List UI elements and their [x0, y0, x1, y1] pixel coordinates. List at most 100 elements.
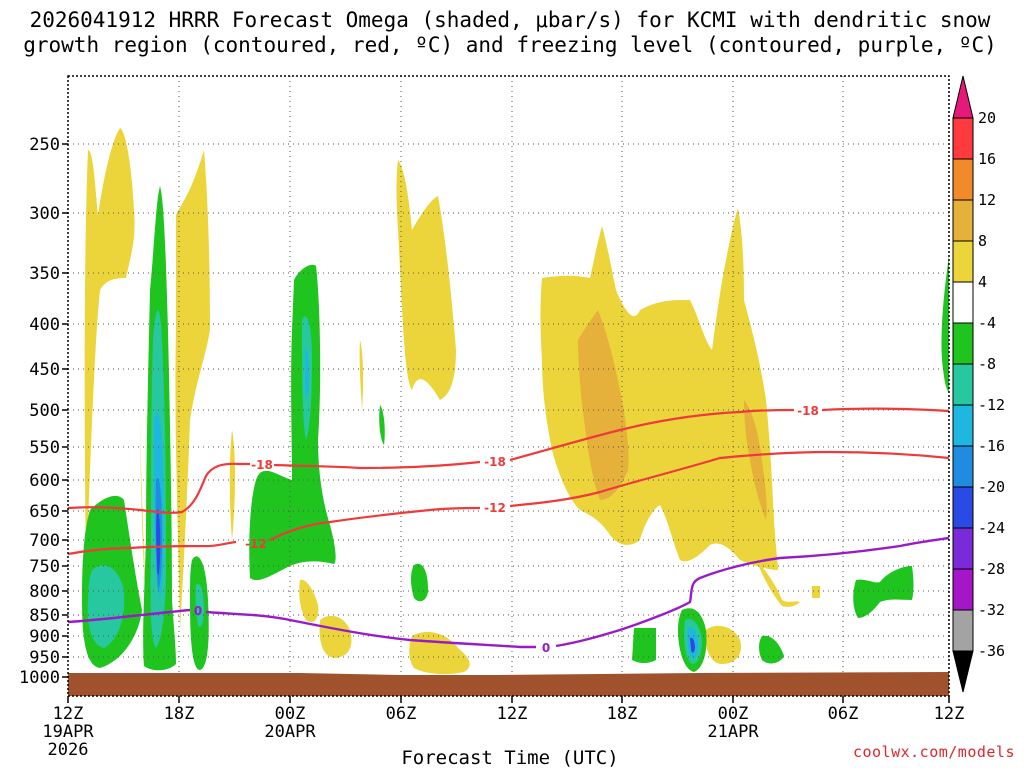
x-tick-sublabel: 19APR [42, 722, 94, 742]
x-tick-label: 18Z [164, 704, 195, 724]
contour-label-box [795, 404, 821, 417]
y-tick-label: 950 [29, 648, 60, 668]
omega-sinking-area [379, 405, 385, 445]
contour-label-box [538, 641, 554, 654]
omega-sinking-area [941, 256, 949, 392]
chart-title-line-1: 2026041912 HRRR Forecast Omega (shaded, … [30, 8, 991, 32]
x-tick-sublabel: 2026 [48, 740, 89, 760]
terrain-strip [68, 672, 949, 696]
colorbar-swatch [952, 281, 974, 324]
colorbar-swatch [952, 404, 974, 447]
colorbar-label: -20 [978, 478, 1005, 496]
chart-title-line-2: growth region (contoured, red, ºC) and f… [23, 33, 997, 57]
x-ticks [67, 696, 950, 703]
contour-labels: -18 -18 -18 -12 -12 0 0 [194, 404, 821, 655]
omega-rising-area [359, 340, 364, 410]
omega-rising-area [229, 430, 235, 540]
omega-sinking-area [195, 583, 204, 627]
omega-sinking-area [853, 566, 914, 618]
y-tick-label: 400 [29, 315, 60, 335]
y-tick-label: 800 [29, 582, 60, 602]
colorbar-swatch [952, 199, 974, 242]
colorbar-swatch [952, 322, 974, 365]
contour-minus-12 [67, 450, 950, 556]
contour-label-box [250, 458, 274, 471]
contour-label-minus-12: -12 [245, 537, 267, 551]
x-tick-label: 18Z [607, 704, 638, 724]
x-tick-label: 00Z [275, 704, 306, 724]
omega-rising-area [744, 400, 767, 520]
x-tick-label: 12Z [934, 704, 965, 724]
contour-label-minus-18: -18 [484, 455, 506, 469]
y-tick-label: 750 [29, 557, 60, 577]
x-tick-label: 12Z [497, 704, 528, 724]
colorbar-swatch [952, 609, 974, 652]
y-tick-label: 500 [29, 401, 60, 421]
colorbar-swatch [952, 445, 974, 488]
contour-minus-18 [67, 407, 950, 514]
colorbar-label: -8 [978, 355, 996, 373]
colorbar-swatch [952, 527, 974, 570]
colorbar-label: 4 [978, 273, 987, 291]
omega-sinking-area [305, 349, 309, 397]
omega-rising-area [409, 632, 470, 675]
colorbar-top-arrow [952, 75, 974, 119]
source-credit: coolwx.com/models [853, 743, 1015, 761]
contour-label-box [481, 455, 509, 468]
y-tick-label: 450 [29, 360, 60, 380]
y-tick-label: 650 [29, 502, 60, 522]
colorbar-swatch [952, 117, 974, 160]
y-tick-label: 900 [29, 627, 60, 647]
colorbar-swatch [952, 363, 974, 406]
contour-freezing-level [67, 536, 950, 649]
omega-rising-area [705, 625, 742, 664]
colorbar-label: 20 [978, 109, 996, 127]
colorbar-label: 12 [978, 191, 996, 209]
contour-label-freezing: 0 [542, 641, 550, 655]
omega-sinking-area [156, 509, 161, 575]
y-tick-labels: 250 300 350 400 450 500 550 600 650 700 … [19, 135, 60, 688]
y-tick-label: 700 [29, 531, 60, 551]
colorbar-label: -4 [978, 314, 996, 332]
colorbar-label: -12 [978, 396, 1005, 414]
x-tick-labels: 12Z 19APR 2026 18Z 00Z 20APR 06Z 12Z 18Z… [42, 704, 964, 760]
colorbar-label: -24 [978, 519, 1005, 537]
colorbar-swatch [952, 568, 974, 611]
colorbar-labels: 20 16 12 8 4 -4 -8 -12 -16 -20 -24 -28 -… [978, 109, 1005, 660]
colorbar [952, 75, 974, 693]
plot-area [68, 76, 949, 696]
dendritic-growth-contours [67, 407, 950, 556]
y-tick-label: 550 [29, 438, 60, 458]
x-tick-label: 12Z [53, 704, 84, 724]
colorbar-swatch [952, 486, 974, 529]
omega-sinking-area [411, 563, 428, 602]
contour-label-freezing: 0 [194, 604, 202, 618]
x-tick-sublabel: 21APR [707, 722, 759, 742]
x-axis-title: Forecast Time (UTC) [401, 747, 618, 768]
y-tick-label: 350 [29, 264, 60, 284]
contour-label-minus-12: -12 [484, 501, 506, 515]
omega-shading [82, 128, 949, 675]
omega-sinking-area [759, 635, 784, 664]
omega-rising-area [812, 586, 820, 598]
colorbar-label: -36 [978, 642, 1005, 660]
y-tick-label: 250 [29, 135, 60, 155]
y-ticks [62, 143, 68, 678]
colorbar-label: 16 [978, 150, 996, 168]
omega-rising-area [578, 310, 629, 500]
colorbar-label: 8 [978, 232, 987, 250]
colorbar-label: -32 [978, 601, 1005, 619]
x-tick-label: 00Z [718, 704, 749, 724]
omega-sinking-area [249, 264, 336, 581]
omega-sinking-area [632, 628, 656, 663]
omega-rising-area [756, 560, 800, 607]
y-tick-label: 300 [29, 204, 60, 224]
y-tick-label: 600 [29, 471, 60, 491]
colorbar-swatch [952, 240, 974, 283]
contour-label-box [481, 501, 509, 514]
colorbar-bottom-arrow [952, 650, 974, 693]
contour-label-minus-18: -18 [251, 458, 273, 472]
colorbar-label: -28 [978, 560, 1005, 578]
omega-sinking-area [690, 637, 695, 653]
